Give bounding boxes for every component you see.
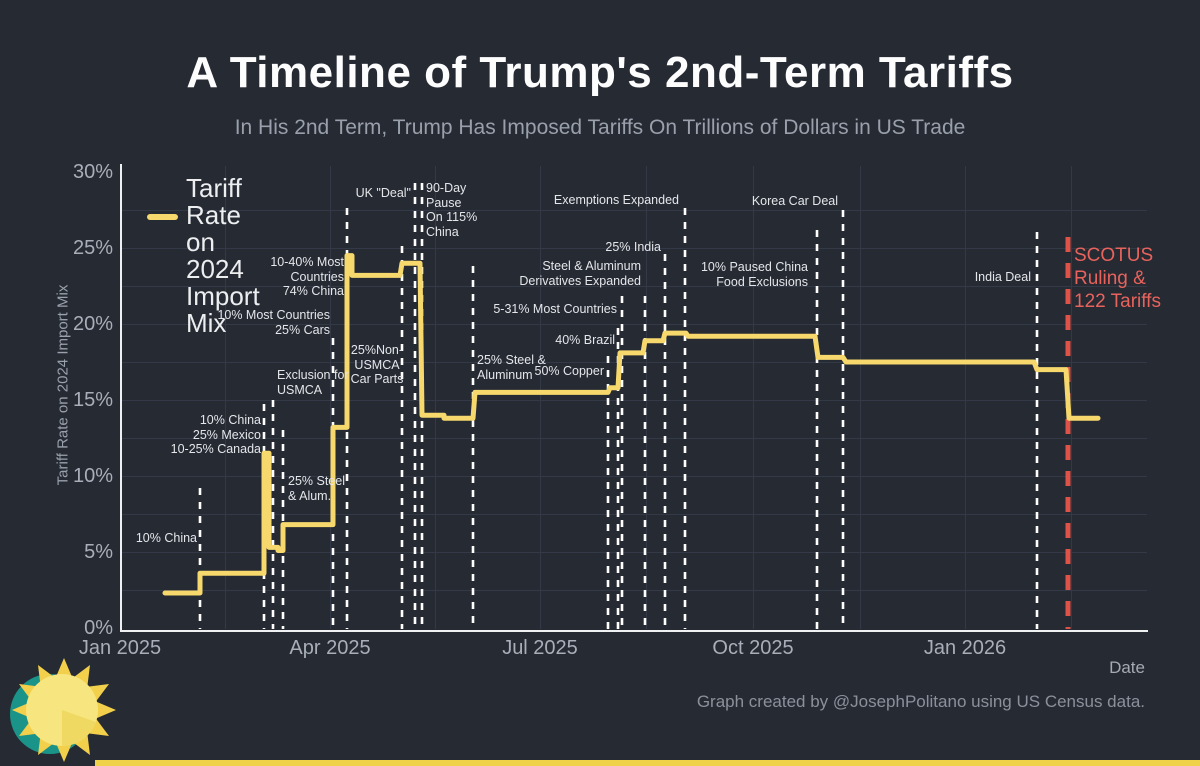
- h-gridline: [122, 590, 1147, 591]
- v-gridline: [330, 166, 331, 629]
- y-tick-label: 10%: [72, 465, 113, 487]
- event-10pct-china-label: 10% China: [135, 531, 197, 545]
- x-tick-label: Jan 2026: [923, 637, 1007, 659]
- y-tick-label: 20%: [72, 313, 113, 335]
- h-gridline: [122, 438, 1147, 439]
- event-derivatives-label: Steel & Aluminum Derivatives Expanded: [519, 259, 641, 288]
- y-tick-label: 0%: [84, 617, 113, 639]
- h-gridline: [122, 286, 1147, 287]
- x-tick-label: Oct 2025: [712, 637, 794, 659]
- event-5-31-countries-label: 5-31% Most Countries: [493, 302, 617, 316]
- x-tick-label: Jul 2025: [502, 637, 578, 659]
- event-china-pause-food-label: 10% Paused China Food Exclusions: [700, 260, 808, 289]
- legend-label: Tariff Rate on 2024 Import Mix: [186, 173, 260, 338]
- x-tick-label: Jan 2025: [78, 637, 162, 659]
- h-gridline: [122, 362, 1147, 363]
- event-car-parts-label: 25%Non- USMCA Car Parts: [350, 343, 404, 386]
- event-india-25-label: 25% India: [605, 240, 661, 254]
- event-steel-aluminum-label: 25% Steel & Aluminum: [477, 353, 546, 382]
- apricitas-sun-logo: [10, 658, 116, 762]
- event-india-deal-label: India Deal: [974, 270, 1031, 284]
- event-korea-car-deal-label: Korea Car Deal: [751, 194, 838, 208]
- h-gridline: [122, 400, 1147, 401]
- y-tick-label: 15%: [72, 389, 113, 411]
- event-mar4-tariffs-label: 10% China 25% Mexico 10-25% Canada: [170, 413, 261, 456]
- event-brazil-label: 40% Brazil: [555, 333, 615, 347]
- h-gridline: [122, 476, 1147, 477]
- event-uk-deal-label: UK "Deal": [355, 186, 411, 200]
- y-tick-label: 30%: [72, 161, 113, 183]
- event-usmca-exclusion-label: Exclusion for USMCA: [277, 368, 349, 397]
- event-reciprocal-label: 10-40% Most Countries 74% China: [270, 255, 344, 298]
- h-gridline: [122, 552, 1147, 553]
- x-axis-spine: [120, 630, 1148, 632]
- h-gridline: [122, 514, 1147, 515]
- credit-text: Graph created by @JosephPolitano using U…: [696, 692, 1145, 711]
- x-axis-label: Date: [1109, 658, 1145, 677]
- y-tick-label: 5%: [84, 541, 113, 563]
- v-gridline: [860, 166, 861, 629]
- v-gridline: [965, 166, 966, 629]
- h-gridline: [122, 248, 1147, 249]
- v-gridline: [753, 166, 754, 629]
- event-steel-alum-25-label: 25% Steel & Alum.: [288, 474, 345, 503]
- y-axis-spine: [120, 164, 122, 631]
- y-tick-label: 25%: [72, 237, 113, 259]
- v-gridline: [646, 166, 647, 629]
- page-title: A Timeline of Trump's 2nd-Term Tariffs: [186, 48, 1014, 97]
- event-scotus-label: SCOTUS Ruling & 122 Tariffs: [1074, 245, 1161, 312]
- tariff-rate-line: [162, 253, 1101, 596]
- v-gridline: [540, 166, 541, 629]
- x-tick-label: Apr 2025: [289, 637, 371, 659]
- sun-logo-shade: [62, 710, 96, 747]
- legend-line-swatch: [147, 214, 178, 220]
- event-exemptions-label: Exemptions Expanded: [553, 193, 679, 207]
- h-gridline: [122, 324, 1147, 325]
- h-gridline: [122, 210, 1147, 211]
- v-gridline: [225, 166, 226, 629]
- event-copper-label: 50% Copper: [534, 364, 605, 378]
- v-gridline: [1071, 166, 1072, 629]
- bottom-accent-bar: [95, 760, 1200, 766]
- page-subtitle: In His 2nd Term, Trump Has Imposed Tarif…: [234, 116, 966, 139]
- event-90day-pause-label: 90-Day Pause On 115% China: [426, 181, 478, 239]
- event-liberation-day-label: 10% Most Countries 25% Cars: [217, 308, 330, 337]
- v-gridline: [435, 166, 436, 629]
